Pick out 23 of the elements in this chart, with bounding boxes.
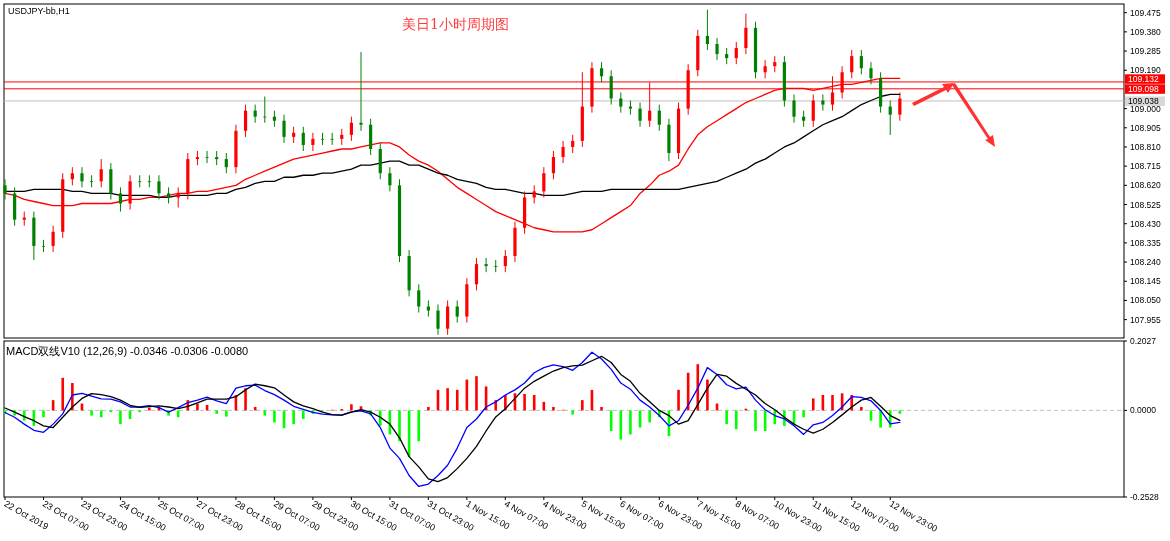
- y-tick-label: 109.190: [1130, 65, 1161, 76]
- y-tick-label: 108.810: [1130, 141, 1161, 152]
- y-tick-label: -0.2528: [1130, 492, 1160, 502]
- y-tick-label: 0.2027: [1130, 336, 1157, 346]
- y-tick-label: 108.240: [1130, 257, 1161, 268]
- y-tick-label: 108.620: [1130, 180, 1161, 191]
- ref-line-label: 109.132: [1128, 74, 1159, 85]
- y-tick-label: 108.335: [1130, 237, 1161, 248]
- text: 美日1小时周期图: [402, 16, 509, 32]
- y-tick-label: 109.475: [1130, 7, 1161, 18]
- y-tick-label: 109.285: [1130, 46, 1161, 57]
- y-tick-label: 108.715: [1130, 161, 1161, 172]
- chart-title: MACD双线V10 (12,26,9) -0.0346 -0.0306 -0.0080: [6, 345, 249, 357]
- y-tick-label: 108.905: [1130, 122, 1161, 133]
- chart-subtitle: USDJPY-bb,H1: [8, 6, 70, 16]
- y-tick-label: 108.525: [1130, 199, 1161, 210]
- y-tick-label: 0.0000: [1130, 405, 1157, 416]
- y-tick-label: 108.145: [1130, 276, 1161, 287]
- ref-line-label: 109.098: [1128, 84, 1159, 95]
- y-tick-label: 107.955: [1130, 314, 1161, 325]
- y-tick-label: 108.430: [1130, 218, 1161, 229]
- y-tick-label: 108.050: [1130, 295, 1161, 306]
- y-tick-label: 109.380: [1130, 26, 1161, 37]
